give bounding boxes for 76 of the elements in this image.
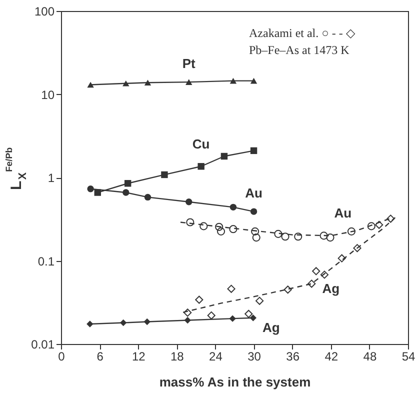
- point: [244, 310, 253, 318]
- annotation: Pb–Fe–As at 1473 K: [249, 43, 350, 57]
- point: [284, 286, 292, 294]
- point: [250, 314, 256, 322]
- x-tick-label: 0: [58, 350, 66, 364]
- y-axis-title: LXFe/Pb: [4, 146, 29, 190]
- point: [250, 147, 258, 154]
- series-label: Ag: [322, 280, 340, 296]
- point: [229, 315, 236, 322]
- point: [124, 180, 132, 187]
- point: [207, 311, 216, 320]
- y-tick-label: 0.01: [31, 338, 55, 352]
- y-tick-label: 100: [34, 4, 55, 18]
- x-tick-label: 12: [132, 350, 146, 364]
- point: [338, 254, 346, 262]
- point: [200, 222, 208, 230]
- point: [250, 208, 258, 215]
- point: [320, 232, 328, 240]
- point: [320, 270, 328, 279]
- point: [86, 320, 94, 328]
- point: [122, 80, 130, 86]
- point: [308, 280, 316, 288]
- point: [161, 171, 168, 178]
- point: [252, 234, 260, 242]
- series-label: Pt: [182, 56, 196, 72]
- x-tick-label: 42: [324, 350, 338, 364]
- point: [216, 227, 226, 236]
- point: [186, 218, 194, 226]
- series-label: Au: [245, 186, 262, 201]
- point: [312, 267, 320, 276]
- point: [347, 227, 356, 236]
- point: [230, 78, 237, 84]
- x-tick-label: 54: [402, 350, 416, 364]
- point: [186, 198, 192, 206]
- point: [251, 227, 260, 236]
- y-tick-label: 1: [48, 171, 55, 185]
- point: [144, 318, 150, 326]
- point: [144, 80, 152, 86]
- y-tick-label: 10: [41, 88, 55, 102]
- y-tick-label: 0.1: [38, 254, 55, 268]
- point: [184, 308, 192, 317]
- point: [87, 82, 94, 88]
- x-tick-label: 30: [248, 350, 262, 364]
- x-tick-label: 48: [363, 350, 377, 364]
- point: [215, 222, 224, 231]
- point: [87, 186, 94, 192]
- point: [220, 152, 228, 160]
- point: [198, 163, 204, 170]
- point: [274, 230, 282, 238]
- annotation: Azakami et al. ○ - - ◇: [249, 26, 356, 40]
- x-tick-label: 36: [286, 350, 300, 364]
- point: [195, 296, 204, 304]
- point: [227, 284, 236, 293]
- series-label: Au: [334, 206, 352, 221]
- point: [186, 79, 192, 85]
- point: [144, 194, 152, 201]
- point: [120, 319, 127, 326]
- point: [294, 232, 302, 241]
- point: [375, 220, 384, 229]
- point: [230, 204, 237, 211]
- x-tick-label: 6: [96, 350, 104, 364]
- x-tick-label: 18: [170, 350, 184, 364]
- point: [386, 214, 395, 223]
- point: [281, 232, 290, 241]
- series-label: Cu: [192, 136, 210, 152]
- point: [353, 244, 362, 252]
- point: [184, 316, 191, 324]
- point: [122, 189, 130, 196]
- x-axis-title: mass% As in the system: [159, 374, 311, 390]
- series-label: Ag: [262, 320, 280, 335]
- point: [367, 222, 376, 230]
- point: [326, 234, 334, 242]
- point: [229, 225, 238, 234]
- point: [250, 78, 258, 84]
- point: [256, 296, 264, 305]
- x-tick-label: 24: [209, 350, 223, 364]
